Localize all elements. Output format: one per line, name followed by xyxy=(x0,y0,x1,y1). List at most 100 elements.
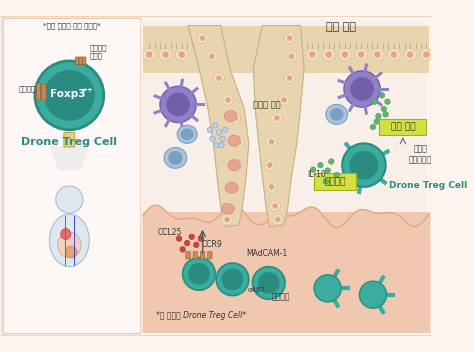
Ellipse shape xyxy=(61,228,71,239)
FancyBboxPatch shape xyxy=(208,252,212,259)
FancyBboxPatch shape xyxy=(82,57,86,65)
Circle shape xyxy=(358,51,365,58)
Polygon shape xyxy=(253,26,304,227)
Text: 조직복구: 조직복구 xyxy=(324,177,346,186)
Circle shape xyxy=(338,48,351,61)
Text: 항염증
사이토카인: 항염증 사이토카인 xyxy=(409,145,432,164)
Circle shape xyxy=(220,136,225,142)
Text: Foxp3: Foxp3 xyxy=(50,89,85,99)
Circle shape xyxy=(216,130,222,135)
Circle shape xyxy=(146,51,152,58)
Circle shape xyxy=(143,48,155,61)
Circle shape xyxy=(180,247,185,252)
FancyBboxPatch shape xyxy=(36,83,41,100)
Text: 손상된 세포: 손상된 세포 xyxy=(253,100,281,109)
Text: 케모카인
수용체: 케모카인 수용체 xyxy=(89,45,107,59)
FancyBboxPatch shape xyxy=(3,18,141,334)
Circle shape xyxy=(372,99,377,105)
FancyBboxPatch shape xyxy=(42,83,46,100)
Circle shape xyxy=(334,172,339,178)
Ellipse shape xyxy=(228,160,241,171)
Text: *조직 특이적 타깃 수용체*: *조직 특이적 타깃 수용체* xyxy=(43,22,101,29)
Circle shape xyxy=(423,51,429,58)
FancyBboxPatch shape xyxy=(64,132,75,147)
Circle shape xyxy=(266,136,277,147)
Ellipse shape xyxy=(224,111,237,122)
Circle shape xyxy=(374,119,379,124)
Circle shape xyxy=(342,51,348,58)
Circle shape xyxy=(323,179,328,184)
Circle shape xyxy=(222,214,232,225)
Text: IL-10: IL-10 xyxy=(308,170,326,179)
Ellipse shape xyxy=(65,246,77,258)
Circle shape xyxy=(188,263,210,285)
Text: *장 특이적 Drone Treg Cell*: *장 특이적 Drone Treg Cell* xyxy=(155,311,246,320)
Circle shape xyxy=(282,97,287,102)
Circle shape xyxy=(286,51,297,62)
FancyBboxPatch shape xyxy=(141,20,428,332)
FancyBboxPatch shape xyxy=(143,212,429,332)
Circle shape xyxy=(272,113,283,124)
Circle shape xyxy=(224,217,230,222)
Circle shape xyxy=(355,48,367,61)
Circle shape xyxy=(269,139,274,144)
Circle shape xyxy=(274,115,280,121)
Circle shape xyxy=(216,263,249,296)
Circle shape xyxy=(213,73,224,83)
Text: ++: ++ xyxy=(81,87,93,93)
Circle shape xyxy=(197,33,208,44)
Text: MAdCAM-1: MAdCAM-1 xyxy=(246,250,287,258)
Circle shape xyxy=(376,113,381,119)
Circle shape xyxy=(232,115,238,121)
Circle shape xyxy=(209,54,214,59)
Circle shape xyxy=(387,48,400,61)
Circle shape xyxy=(371,48,384,61)
Circle shape xyxy=(374,51,381,58)
Circle shape xyxy=(222,94,233,105)
Circle shape xyxy=(359,281,387,308)
Text: CCR9: CCR9 xyxy=(201,240,222,249)
Circle shape xyxy=(349,151,378,180)
Circle shape xyxy=(206,51,217,62)
Circle shape xyxy=(224,201,235,211)
Circle shape xyxy=(306,48,319,61)
Circle shape xyxy=(44,70,95,121)
Text: α4β7: α4β7 xyxy=(248,287,266,293)
Circle shape xyxy=(270,201,281,211)
Circle shape xyxy=(162,51,169,58)
Circle shape xyxy=(182,258,215,290)
Circle shape xyxy=(175,48,188,61)
Circle shape xyxy=(264,160,275,171)
FancyBboxPatch shape xyxy=(193,252,198,259)
Circle shape xyxy=(189,234,194,239)
Circle shape xyxy=(35,61,104,130)
Text: Drone Treg Cell: Drone Treg Cell xyxy=(389,181,467,190)
Circle shape xyxy=(179,51,185,58)
Circle shape xyxy=(212,122,218,128)
Circle shape xyxy=(318,162,323,168)
Circle shape xyxy=(407,51,413,58)
Text: CCL25: CCL25 xyxy=(158,228,182,237)
Ellipse shape xyxy=(330,108,344,121)
Text: Drone Treg Cell: Drone Treg Cell xyxy=(21,138,118,147)
Circle shape xyxy=(219,143,224,148)
Polygon shape xyxy=(188,26,249,227)
Text: 일반 세포: 일반 세포 xyxy=(326,22,356,32)
Circle shape xyxy=(216,75,222,81)
Circle shape xyxy=(279,94,290,105)
Circle shape xyxy=(289,54,294,59)
Circle shape xyxy=(383,112,388,117)
Circle shape xyxy=(314,275,341,302)
FancyBboxPatch shape xyxy=(314,173,356,190)
Circle shape xyxy=(184,240,190,246)
Circle shape xyxy=(200,36,205,41)
FancyBboxPatch shape xyxy=(79,57,82,65)
Circle shape xyxy=(284,33,295,44)
Circle shape xyxy=(228,181,239,192)
Circle shape xyxy=(284,73,295,83)
Circle shape xyxy=(273,203,278,209)
FancyBboxPatch shape xyxy=(201,252,205,259)
Circle shape xyxy=(266,181,277,192)
Circle shape xyxy=(198,236,203,241)
Circle shape xyxy=(379,93,385,98)
